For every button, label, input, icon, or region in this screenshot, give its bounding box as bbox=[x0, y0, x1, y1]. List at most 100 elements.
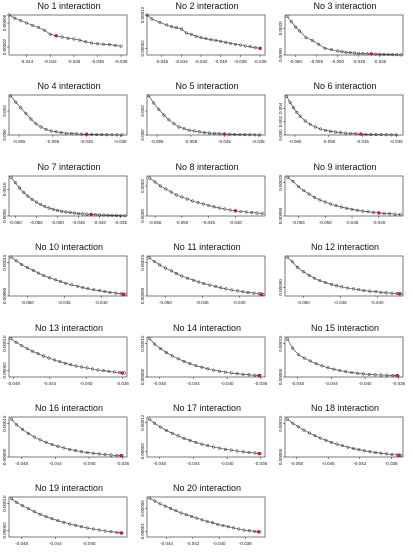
data-point bbox=[369, 132, 373, 136]
data-point bbox=[152, 101, 156, 105]
data-point bbox=[36, 271, 41, 275]
x-tick-label: -0.048 bbox=[15, 541, 28, 546]
data-point bbox=[323, 46, 327, 50]
data-point bbox=[253, 133, 257, 137]
chart-19-svg: -0.048 -0.044 -0.040 0.00002 0.00010 bbox=[2, 495, 128, 546]
data-point bbox=[76, 212, 81, 216]
x-tick-label: -0.055 bbox=[149, 220, 162, 225]
data-point bbox=[304, 36, 308, 40]
data-point bbox=[231, 526, 236, 530]
chart-title: No 7 interaction bbox=[37, 162, 101, 172]
data-point bbox=[313, 434, 317, 438]
chart-panel-4: No 4 interaction -0.065 -0.055 -0.045 -0.035… bbox=[0, 80, 138, 158]
data-point bbox=[81, 212, 85, 216]
x-tick-label: -0.038 bbox=[239, 541, 252, 546]
chart-panel-17: No 17 interaction -0.048 -0.044 -0.040 -0.03… bbox=[138, 402, 276, 480]
data-point bbox=[212, 131, 216, 136]
x-tick-label: -0.065 bbox=[289, 139, 302, 144]
data-point bbox=[223, 207, 227, 211]
data-point bbox=[182, 127, 186, 131]
data-point bbox=[379, 373, 383, 377]
data-point bbox=[92, 288, 96, 292]
data-point bbox=[365, 52, 369, 56]
chart-1-svg: -0.044 -0.042 -0.040 -0.038 -0.036 0.00002 0.0… bbox=[2, 13, 128, 64]
y-tick-label: 0.0000 bbox=[278, 48, 283, 62]
data-point bbox=[197, 130, 201, 134]
data-point bbox=[194, 440, 198, 444]
plot-frame bbox=[284, 255, 404, 297]
x-tick-label: -0.055 bbox=[292, 220, 305, 225]
data-point bbox=[289, 20, 293, 24]
data-point bbox=[350, 207, 354, 211]
data-point bbox=[201, 202, 205, 206]
chart-2-svg: -0.046 -0.044 -0.042 -0.040 -0.038 -0.036 0.00… bbox=[140, 6, 267, 64]
x-tick-label: -0.045 bbox=[80, 139, 93, 144]
x-tick-label: -0.050 bbox=[290, 461, 303, 466]
data-point bbox=[72, 211, 76, 215]
data-point bbox=[291, 421, 295, 425]
data-point bbox=[288, 100, 292, 104]
chart-panel-11: No 11 interaction -0.050 -0.045 -0.040 0.000… bbox=[138, 241, 276, 319]
chart-4-svg: -0.065 -0.055 -0.045 -0.035 0.000 0.003 bbox=[2, 94, 128, 144]
data-point bbox=[301, 270, 305, 274]
chart-title: No 5 interaction bbox=[175, 81, 239, 91]
data-point bbox=[318, 198, 322, 202]
data-point bbox=[43, 204, 47, 208]
y-tick-label: 0.003 bbox=[2, 105, 7, 117]
data-point bbox=[91, 451, 95, 455]
data-point bbox=[208, 283, 212, 287]
x-tick-label: -0.044 bbox=[49, 461, 62, 466]
data-point bbox=[206, 444, 210, 448]
series-line bbox=[8, 14, 122, 47]
data-point bbox=[174, 193, 179, 197]
data-point bbox=[81, 286, 85, 290]
data-point bbox=[164, 428, 168, 432]
data-point bbox=[48, 276, 52, 280]
data-point bbox=[86, 287, 90, 291]
data-point bbox=[295, 110, 299, 114]
y-tick-label: 0.00012 bbox=[140, 6, 145, 23]
data-point bbox=[112, 370, 116, 374]
x-tick-label: -0.044 bbox=[187, 381, 200, 386]
data-point bbox=[115, 133, 119, 137]
data-point bbox=[379, 290, 383, 294]
data-point bbox=[248, 45, 252, 49]
data-point bbox=[52, 358, 56, 362]
chart-panel-18: No 18 interaction -0.050 -0.046 -0.042 -0.03… bbox=[276, 402, 414, 480]
y-tick-label: 0.00025 bbox=[278, 174, 283, 191]
data-point bbox=[373, 451, 378, 455]
data-point bbox=[329, 282, 334, 286]
data-point bbox=[197, 280, 201, 284]
data-point bbox=[350, 371, 354, 375]
data-point bbox=[221, 524, 225, 528]
data-point bbox=[345, 206, 349, 210]
data-point bbox=[212, 445, 216, 449]
data-point bbox=[367, 372, 371, 376]
x-tick-label: -0.048 bbox=[291, 381, 304, 386]
data-point bbox=[302, 356, 306, 360]
x-tick-label: -0.050 bbox=[159, 300, 172, 305]
data-point bbox=[56, 519, 60, 523]
data-point bbox=[25, 266, 29, 270]
highlight-point bbox=[377, 211, 381, 215]
y-tick-label: 0.00002 bbox=[2, 522, 7, 539]
data-point bbox=[230, 288, 234, 292]
chart-16-svg: -0.048 -0.044 -0.040 -0.036 0.00000 0.00015 bbox=[2, 415, 130, 466]
highlight-point bbox=[121, 292, 126, 296]
data-point bbox=[115, 530, 119, 534]
data-point bbox=[62, 520, 66, 524]
y-tick-label: 0.00000 bbox=[278, 279, 283, 296]
data-point bbox=[302, 189, 306, 193]
data-point bbox=[368, 289, 372, 293]
data-point bbox=[258, 133, 262, 137]
x-tick-label: -0.038 bbox=[234, 59, 247, 64]
data-point bbox=[90, 367, 95, 371]
data-point bbox=[252, 291, 256, 295]
highlight-point bbox=[54, 34, 58, 38]
data-point bbox=[382, 211, 386, 215]
data-point bbox=[308, 359, 312, 363]
x-tick-label: -0.045 bbox=[352, 59, 365, 64]
data-point bbox=[217, 206, 221, 210]
data-point bbox=[26, 507, 30, 511]
data-point bbox=[103, 290, 107, 294]
